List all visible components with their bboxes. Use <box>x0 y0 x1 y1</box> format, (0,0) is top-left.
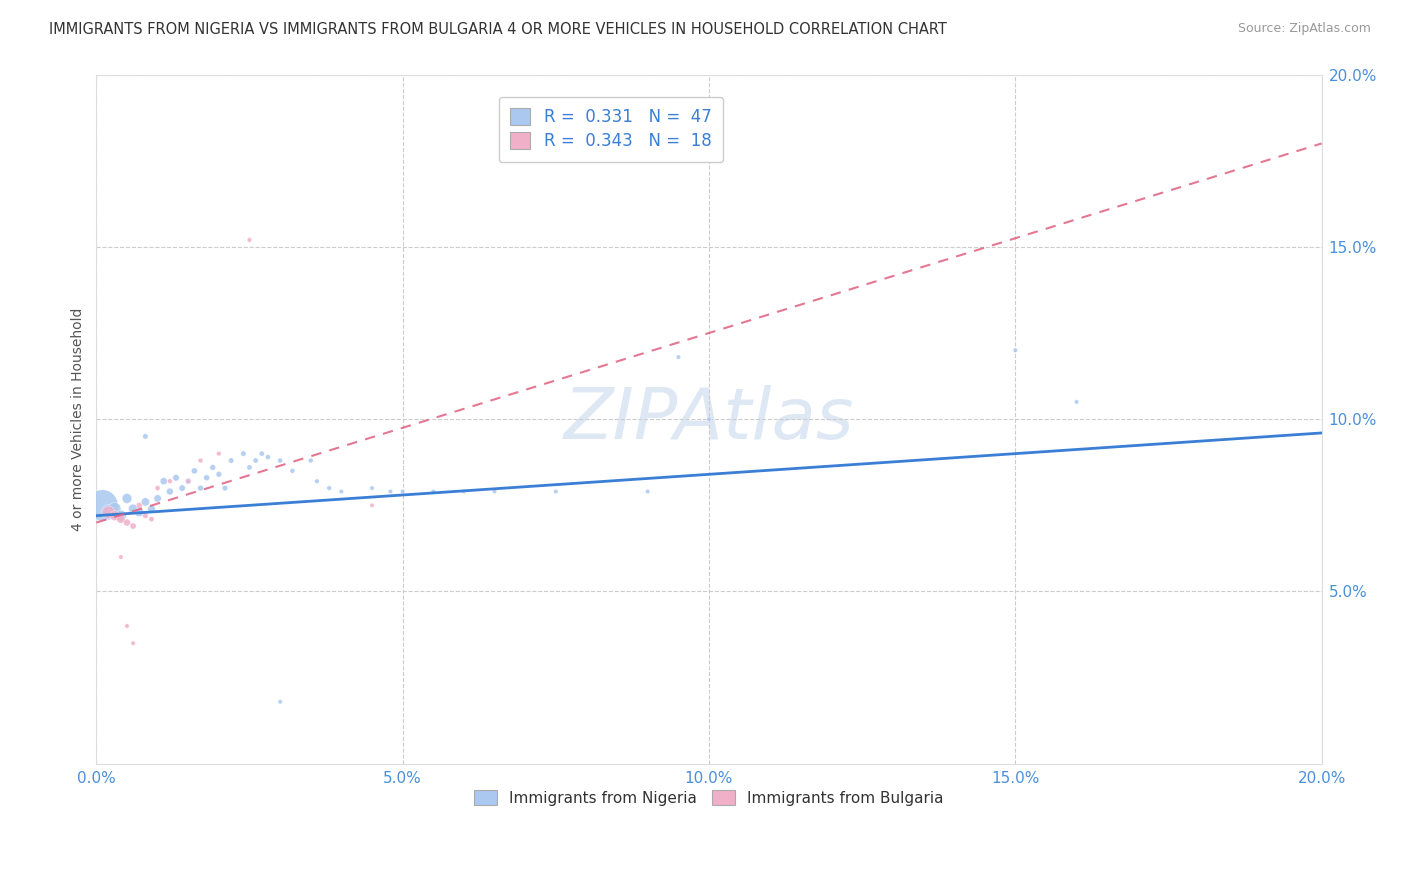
Point <box>238 233 260 247</box>
Point <box>422 484 444 499</box>
Point <box>110 508 132 523</box>
Point <box>281 464 304 478</box>
Point <box>1066 395 1088 409</box>
Point <box>134 495 156 509</box>
Point <box>110 512 132 526</box>
Point <box>1004 343 1026 358</box>
Point <box>269 453 291 467</box>
Point <box>141 512 163 526</box>
Point <box>201 460 224 475</box>
Point <box>330 484 353 499</box>
Point <box>159 484 181 499</box>
Point <box>128 499 150 513</box>
Point <box>697 412 720 426</box>
Point <box>380 484 402 499</box>
Y-axis label: 4 or more Vehicles in Household: 4 or more Vehicles in Household <box>72 308 86 531</box>
Point <box>208 467 231 482</box>
Point <box>115 516 138 530</box>
Point <box>195 471 218 485</box>
Text: IMMIGRANTS FROM NIGERIA VS IMMIGRANTS FROM BULGARIA 4 OR MORE VEHICLES IN HOUSEH: IMMIGRANTS FROM NIGERIA VS IMMIGRANTS FR… <box>49 22 948 37</box>
Point <box>544 484 567 499</box>
Point <box>104 508 127 523</box>
Point <box>172 481 194 495</box>
Point <box>104 501 127 516</box>
Point <box>165 471 187 485</box>
Point <box>219 453 242 467</box>
Point <box>453 484 475 499</box>
Text: ZIPAtlas: ZIPAtlas <box>564 384 855 454</box>
Point <box>257 450 280 464</box>
Point <box>152 474 174 488</box>
Point <box>232 447 254 461</box>
Point <box>115 619 138 633</box>
Point <box>97 505 120 519</box>
Point <box>269 695 291 709</box>
Point <box>122 519 145 533</box>
Point <box>318 481 340 495</box>
Point <box>134 429 156 443</box>
Point <box>484 484 506 499</box>
Point <box>214 481 236 495</box>
Point <box>177 474 200 488</box>
Point <box>177 474 200 488</box>
Point <box>122 636 145 650</box>
Point <box>299 453 322 467</box>
Point <box>666 350 689 364</box>
Text: Source: ZipAtlas.com: Source: ZipAtlas.com <box>1237 22 1371 36</box>
Point <box>141 501 163 516</box>
Point <box>146 491 169 506</box>
Point <box>637 484 659 499</box>
Legend: Immigrants from Nigeria, Immigrants from Bulgaria: Immigrants from Nigeria, Immigrants from… <box>465 780 953 814</box>
Point <box>134 508 156 523</box>
Point <box>159 474 181 488</box>
Point <box>146 481 169 495</box>
Point <box>208 447 231 461</box>
Point <box>250 447 273 461</box>
Point <box>190 453 212 467</box>
Point <box>91 499 114 513</box>
Point <box>238 460 260 475</box>
Point <box>110 549 132 564</box>
Point <box>190 481 212 495</box>
Point <box>115 491 138 506</box>
Point <box>97 505 120 519</box>
Point <box>361 499 384 513</box>
Point <box>391 484 413 499</box>
Point <box>122 501 145 516</box>
Point <box>361 481 384 495</box>
Point <box>245 453 267 467</box>
Point <box>305 474 328 488</box>
Point <box>128 505 150 519</box>
Point <box>183 464 205 478</box>
